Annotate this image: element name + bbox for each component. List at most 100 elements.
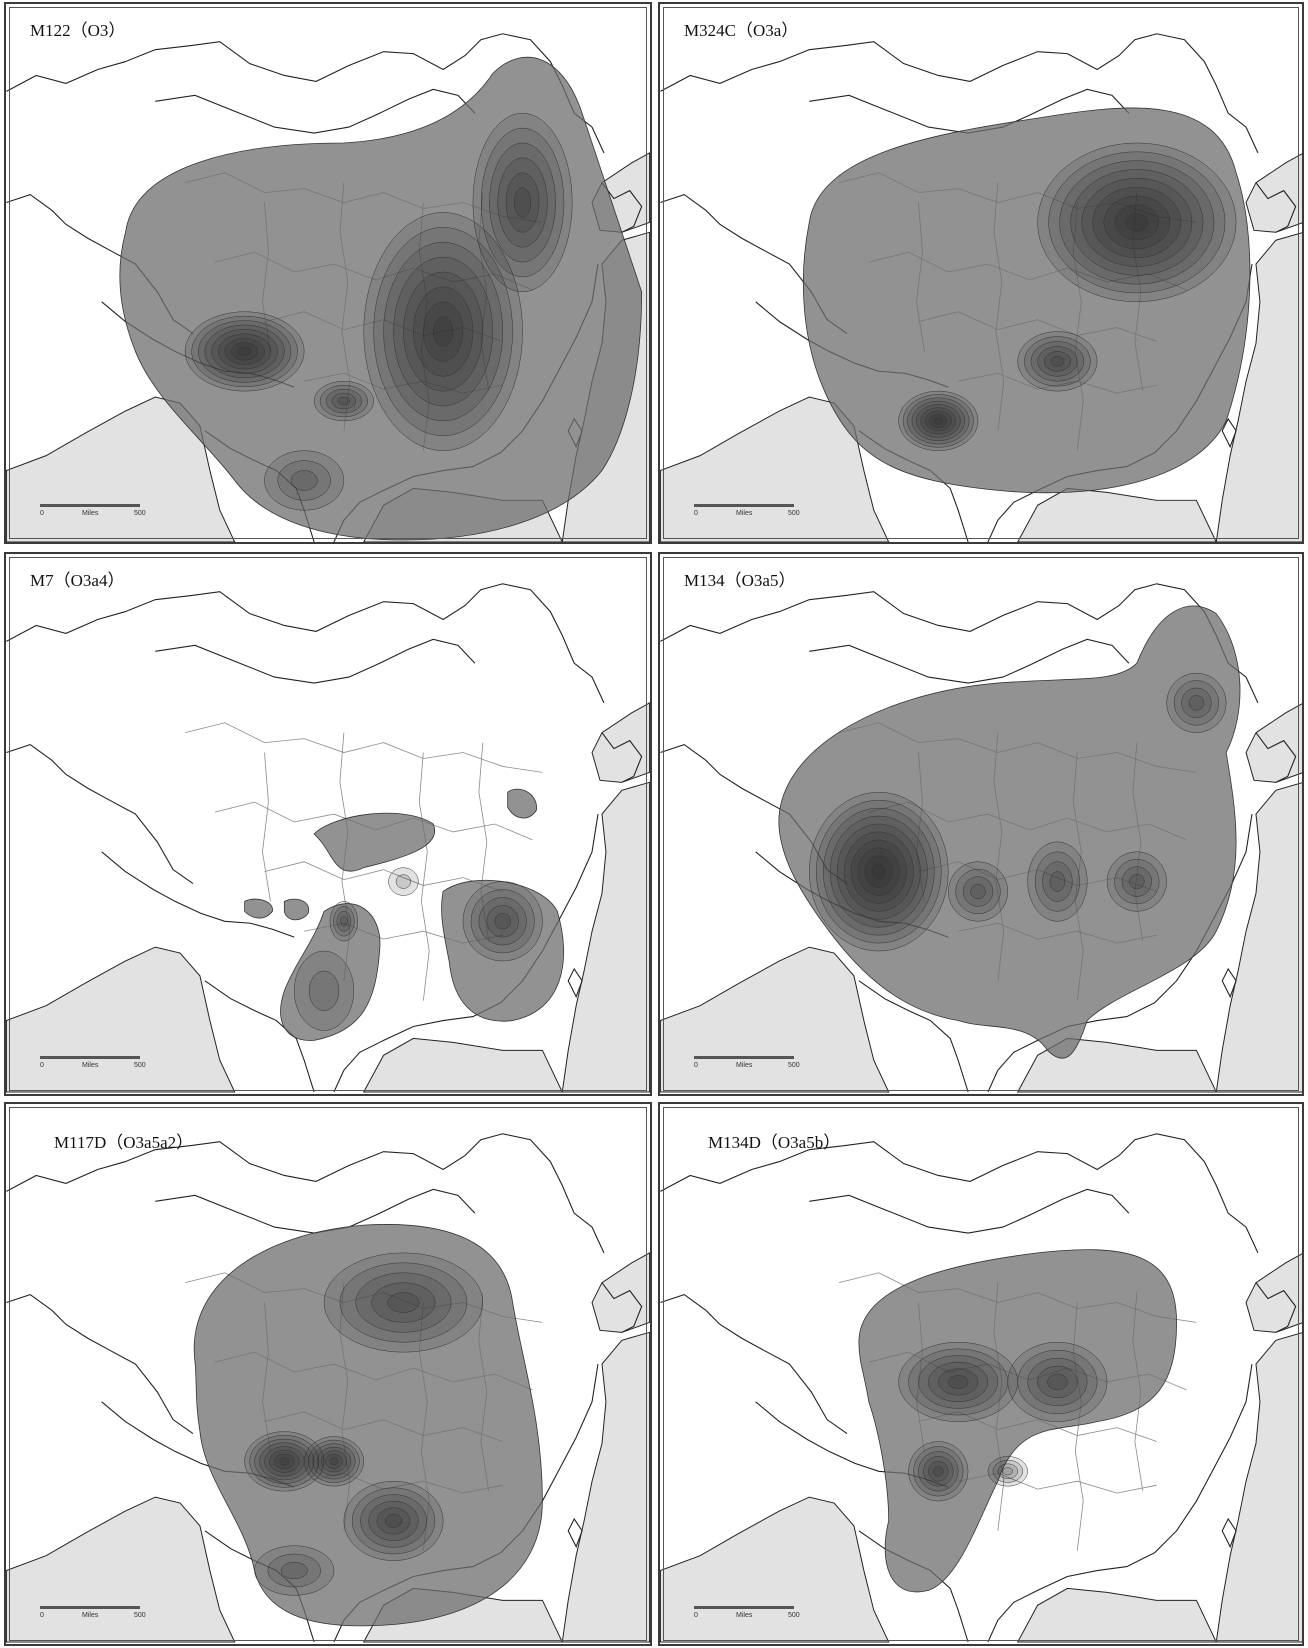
contour-level bbox=[259, 1442, 310, 1481]
national-boundary bbox=[155, 88, 476, 134]
contour-level bbox=[290, 470, 318, 491]
contour-level bbox=[423, 301, 464, 362]
national-boundary bbox=[601, 1282, 643, 1333]
density-region bbox=[507, 788, 537, 819]
contour-level bbox=[313, 380, 374, 422]
national-boundary bbox=[809, 1188, 1130, 1234]
scale-end: 500 bbox=[134, 510, 146, 517]
contour-level bbox=[918, 1451, 959, 1492]
sea-area bbox=[6, 1496, 236, 1643]
contour-outline bbox=[441, 879, 564, 1022]
contour-level bbox=[514, 187, 532, 218]
contour-level bbox=[351, 1487, 436, 1555]
contour-level bbox=[329, 1457, 339, 1466]
national-boundary bbox=[601, 182, 643, 233]
contour-level bbox=[829, 815, 928, 928]
contour-level bbox=[403, 271, 484, 392]
map-canvas bbox=[660, 4, 1302, 542]
contour-level bbox=[383, 241, 503, 422]
contour-level bbox=[928, 1461, 949, 1482]
contour-level bbox=[987, 1456, 1028, 1487]
scale-start: 0 bbox=[40, 510, 44, 517]
contour-outline bbox=[280, 903, 381, 1041]
contour-level bbox=[343, 1480, 444, 1561]
sea-area bbox=[1245, 153, 1302, 233]
contour-level bbox=[1030, 341, 1085, 382]
contour-level bbox=[333, 906, 355, 937]
density-region bbox=[313, 812, 436, 896]
contour-level bbox=[489, 142, 556, 263]
contour-level bbox=[462, 881, 543, 962]
national-boundary bbox=[567, 1517, 583, 1549]
contour-level bbox=[1002, 1467, 1014, 1476]
sea-area bbox=[660, 1496, 890, 1643]
scale-unit: Miles bbox=[736, 510, 753, 517]
contour-level bbox=[308, 1439, 360, 1483]
density-region bbox=[441, 879, 564, 1022]
density-region bbox=[778, 605, 1241, 1059]
contour-level bbox=[294, 950, 355, 1031]
contour-level bbox=[962, 876, 994, 907]
national-boundary bbox=[660, 33, 1259, 154]
national-boundary bbox=[809, 638, 1130, 684]
contour-level bbox=[337, 396, 351, 406]
density-region bbox=[283, 898, 310, 921]
national-boundary bbox=[155, 638, 476, 684]
contour-level bbox=[472, 112, 573, 293]
contour-level bbox=[997, 1463, 1018, 1479]
national-boundary bbox=[1255, 182, 1297, 233]
map-panel-m7: M7（O3a4） 0 Miles 500 bbox=[4, 552, 652, 1096]
contour-level bbox=[1181, 687, 1212, 719]
contour-level bbox=[929, 414, 948, 428]
contour-level bbox=[913, 1446, 964, 1497]
contour-level bbox=[217, 333, 272, 370]
contour-level bbox=[1043, 351, 1071, 372]
contour-level bbox=[393, 256, 494, 407]
contour-level bbox=[505, 172, 540, 233]
contour-level bbox=[231, 342, 259, 361]
density-region bbox=[193, 1224, 543, 1627]
contour-outline bbox=[283, 898, 310, 921]
scale-end: 500 bbox=[134, 1612, 146, 1619]
density-region bbox=[280, 901, 381, 1041]
contour-level bbox=[933, 1466, 944, 1477]
contour-level bbox=[1042, 861, 1073, 902]
national-boundary bbox=[1221, 967, 1237, 999]
contour-level bbox=[947, 861, 1009, 922]
contour-level bbox=[325, 388, 362, 414]
contour-level bbox=[1103, 195, 1171, 250]
contour-outline bbox=[778, 605, 1241, 1059]
sea-area bbox=[1215, 1332, 1302, 1643]
sea-area bbox=[1215, 782, 1302, 1093]
contour-level bbox=[368, 1500, 419, 1542]
contour-level bbox=[1037, 346, 1078, 377]
scale-end: 500 bbox=[788, 510, 800, 517]
contour-level bbox=[312, 1443, 356, 1480]
sea-area bbox=[561, 781, 650, 1093]
contour-level bbox=[843, 831, 914, 912]
contour-level bbox=[822, 807, 935, 936]
contour-level bbox=[1114, 858, 1160, 905]
contour-level bbox=[329, 901, 359, 942]
national-boundary bbox=[567, 967, 583, 999]
contour-level bbox=[339, 1262, 468, 1343]
contour-level bbox=[908, 1441, 969, 1502]
contour-level bbox=[1007, 1341, 1108, 1422]
scale-bar: 0 Miles 500 bbox=[40, 1056, 160, 1078]
contour-level bbox=[478, 897, 527, 946]
scale-start: 0 bbox=[694, 1062, 698, 1069]
sea-area bbox=[1245, 1253, 1302, 1333]
contour-level bbox=[331, 392, 357, 410]
national-boundary bbox=[601, 732, 643, 783]
panel-title: M134（O3a5） bbox=[684, 571, 796, 590]
contour-level bbox=[254, 1438, 315, 1484]
contour-level bbox=[376, 1507, 411, 1535]
contour-level bbox=[923, 1456, 954, 1487]
scale-unit: Miles bbox=[736, 1062, 753, 1069]
contour-level bbox=[224, 337, 265, 365]
contour-level bbox=[836, 823, 921, 920]
national-boundary bbox=[1221, 417, 1237, 449]
contour-level bbox=[1027, 1357, 1088, 1407]
contour-outline bbox=[193, 1224, 543, 1627]
national-boundary bbox=[6, 583, 605, 704]
